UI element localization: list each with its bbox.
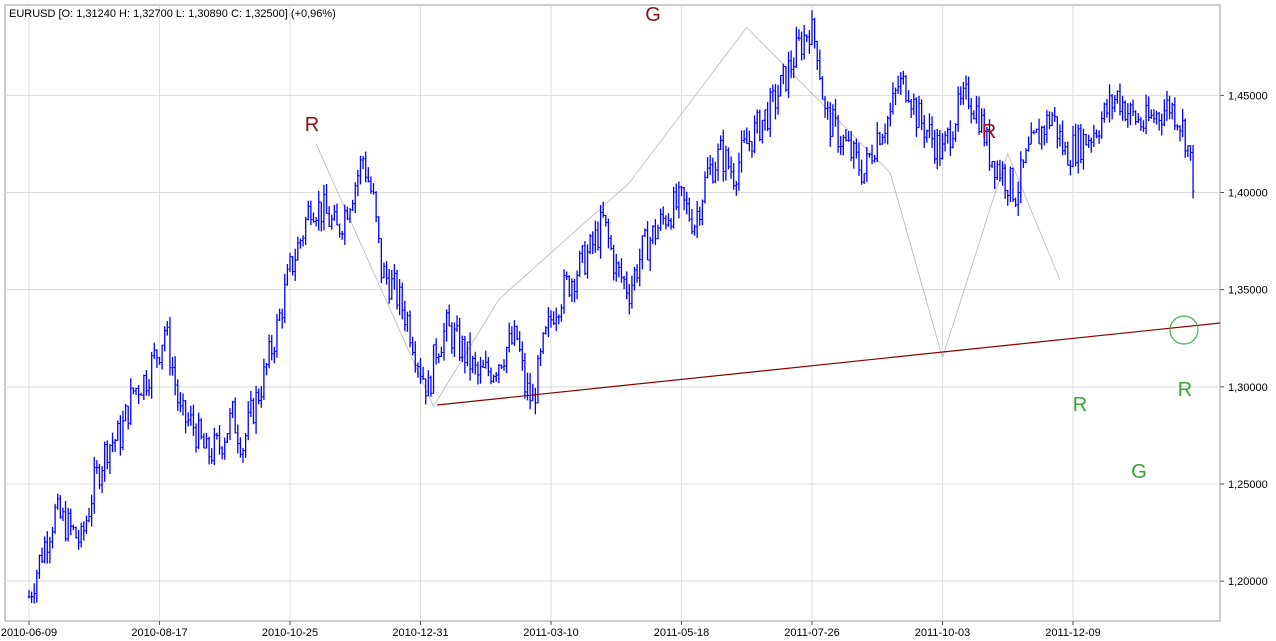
neckline-trendline — [436, 322, 1221, 406]
zigzag-segment — [433, 299, 500, 407]
x-axis-ticks: 2010-06-09 2010-08-17 2010-10-25 2010-12-31… — [1, 621, 1101, 639]
zigzag-segment — [942, 153, 1009, 358]
x-tick-label: 2011-07-26 — [784, 627, 839, 639]
x-tick-label: 2010-06-09 — [1, 627, 57, 639]
grid-lines — [5, 5, 1220, 621]
y-tick-label: 1,30000 — [1228, 382, 1268, 394]
x-tick-label: 2011-03-10 — [523, 627, 578, 639]
breakout-circle-marker — [1169, 315, 1199, 345]
zigzag-segment — [380, 289, 434, 407]
x-tick-label: 2010-12-31 — [392, 627, 448, 639]
symbol-info: EURUSD [O: 1,31240 H: 1,32700 L: 1,30890… — [9, 8, 336, 20]
zigzag-segment — [889, 172, 943, 358]
pivot-label-r: R — [305, 114, 319, 136]
zigzag-lines — [315, 27, 1061, 407]
x-tick-label: 2010-10-25 — [262, 627, 318, 639]
pivot-label-g: G — [1131, 461, 1147, 483]
zigzag-segment — [628, 27, 748, 184]
zigzag-segment — [1007, 153, 1061, 281]
y-tick-label: 1,25000 — [1228, 479, 1268, 491]
x-tick-label: 2010-08-17 — [131, 627, 187, 639]
x-tick-label: 2011-12-09 — [1045, 627, 1100, 639]
pivot-label-r: R — [1073, 394, 1087, 416]
y-tick-label: 1,20000 — [1228, 576, 1268, 588]
pivot-label-r: R — [982, 121, 996, 143]
x-tick-label: 2011-10-03 — [915, 627, 970, 639]
x-tick-label: 2011-05-18 — [654, 627, 709, 639]
zigzag-segment — [315, 143, 382, 290]
neckline — [436, 315, 1221, 406]
plot-area — [4, 4, 1221, 622]
pivot-label-g: G — [645, 4, 661, 26]
y-axis-ticks: 1,20000 1,25000 1,30000 1,35000 1,40000 1,450… — [1220, 90, 1268, 588]
pivot-labels: R G R R G R — [305, 4, 1192, 483]
pivot-label-r: R — [1178, 379, 1192, 401]
y-tick-label: 1,40000 — [1228, 188, 1268, 200]
y-tick-label: 1,45000 — [1228, 90, 1268, 102]
y-tick-label: 1,35000 — [1228, 285, 1268, 297]
price-series — [27, 10, 1195, 604]
zigzag-segment — [498, 182, 630, 300]
